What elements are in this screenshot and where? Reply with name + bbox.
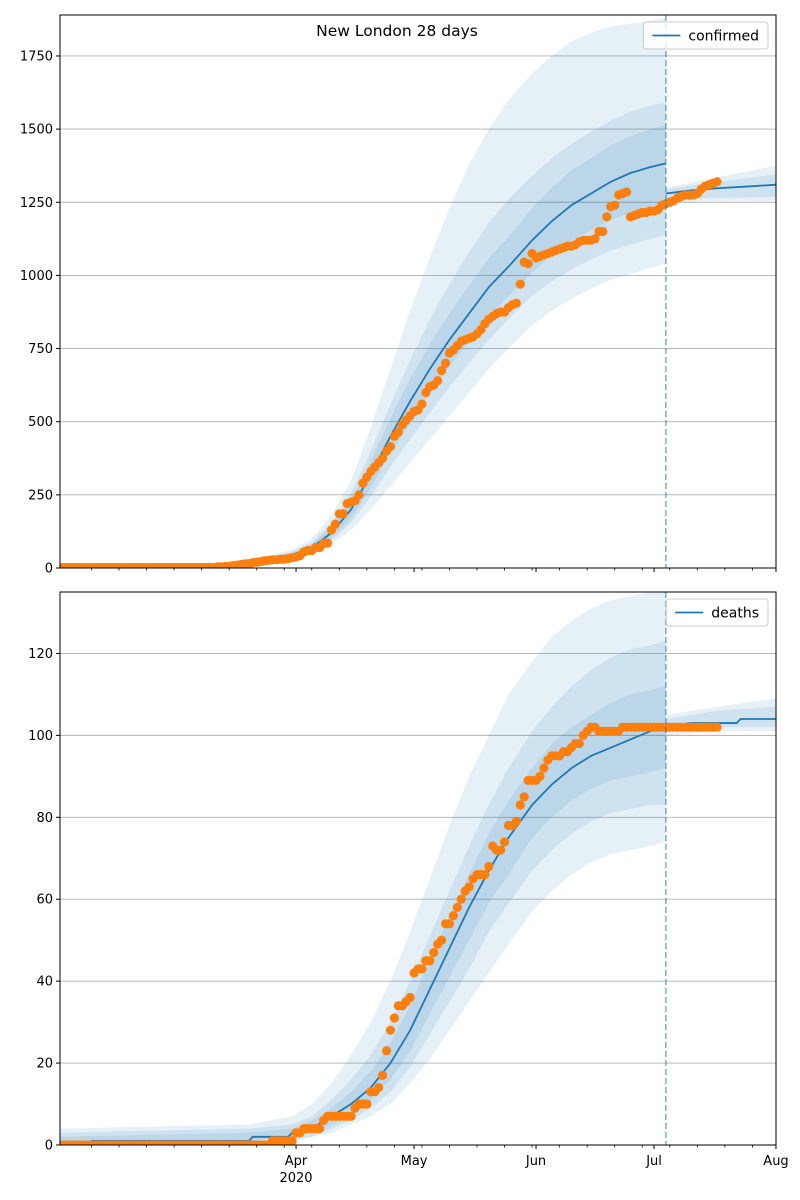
observed-point: [519, 792, 529, 802]
y-tick-label: 1750: [20, 49, 53, 64]
fit-uncertainty-band: [60, 102, 666, 568]
observed-point: [444, 919, 455, 929]
observed-point: [437, 935, 447, 945]
observed-point: [330, 519, 340, 529]
y-tick-label: 20: [36, 1057, 53, 1072]
legend-box: [642, 21, 769, 50]
y-tick-label: 100: [28, 729, 53, 744]
observed-point: [346, 1111, 356, 1121]
y-tick-label: 1250: [20, 196, 53, 211]
model-forecast-line: [665, 183, 776, 195]
observed-point: [610, 200, 620, 210]
x-tick-label: May: [401, 1154, 428, 1169]
observed-point: [437, 365, 447, 376]
observed-point: [539, 763, 549, 773]
model-fit-line: [60, 726, 667, 1145]
observed-point: [362, 1099, 372, 1109]
y-tick-label: 0: [45, 1139, 53, 1154]
fit-uncertainty-band: [60, 592, 666, 1145]
fit-uncertainty-band: [60, 686, 666, 1145]
observed-point: [511, 298, 521, 308]
y-tick-label: 1000: [20, 269, 53, 284]
observed-point: [535, 771, 545, 781]
observed-point: [417, 399, 427, 409]
observed-point: [338, 509, 348, 519]
observed-point: [417, 964, 427, 974]
deaths-panel: 0 20 40 60 80 100 120 Apr 2020 May Jun Jul Aug deaths: [28, 591, 789, 1186]
observed-point: [381, 1046, 392, 1056]
observed-point: [385, 1025, 396, 1035]
observed-point: [377, 1070, 388, 1080]
legend-label: confirmed: [688, 29, 759, 45]
observed-point: [287, 1136, 297, 1145]
confirmed-panel: 0 250 500 750 1000 1250 1500 1750 confirmed: [20, 14, 777, 577]
observed-point: [515, 800, 525, 810]
observed-point: [429, 947, 439, 958]
y-tick-label: 0: [45, 562, 53, 577]
y-tick-label: 500: [28, 415, 53, 430]
observed-point: [452, 902, 462, 913]
observed-point: [574, 738, 584, 749]
observed-point: [322, 538, 333, 548]
y-tick-label: 1500: [20, 123, 53, 138]
observed-point: [712, 177, 722, 187]
axes-frame: [59, 14, 777, 569]
figure-title: New London 28 days: [316, 22, 478, 40]
x-tick-year-label: 2020: [279, 1171, 312, 1186]
observed-point: [456, 894, 466, 904]
observed-point: [602, 212, 612, 222]
y-tick-label: 40: [36, 975, 53, 990]
axes-frame: [59, 591, 777, 1146]
fit-uncertainty-band: [60, 124, 666, 568]
observed-point: [511, 816, 521, 826]
observed-point: [354, 490, 364, 500]
observed-point: [464, 882, 474, 892]
x-tick-label: Apr: [285, 1154, 308, 1169]
observed-point: [385, 441, 396, 452]
observed-point: [496, 845, 506, 855]
observed-point: [480, 870, 490, 880]
observed-point: [712, 722, 722, 732]
observed-point: [598, 226, 608, 237]
observed-point: [515, 279, 525, 289]
observed-point: [315, 1124, 325, 1134]
observed-point: [433, 376, 443, 386]
y-tick-label: 80: [36, 811, 53, 826]
y-tick-label: 60: [36, 893, 53, 908]
legend-label: deaths: [711, 606, 759, 622]
observed-point: [590, 234, 600, 244]
observed-point: [405, 992, 415, 1003]
observed-point: [374, 1083, 384, 1093]
fit-uncertainty-band: [60, 17, 666, 568]
y-tick-label: 750: [28, 342, 53, 357]
legend-box: [665, 598, 769, 627]
x-tick-label: Jun: [525, 1154, 546, 1169]
x-tick-label: Aug: [763, 1154, 788, 1169]
observed-point: [621, 187, 632, 197]
y-tick-label: 250: [28, 488, 53, 503]
observed-point: [393, 427, 403, 437]
observed-point: [499, 837, 510, 847]
fit-uncertainty-band: [60, 641, 666, 1145]
plot-area: [60, 592, 776, 1145]
observed-point: [484, 861, 494, 872]
observed-point: [389, 1013, 399, 1023]
observed-point: [377, 453, 388, 463]
observed-point: [425, 956, 435, 966]
observed-point: [448, 911, 459, 921]
y-tick-label: 120: [28, 647, 53, 662]
observed-point: [523, 259, 533, 269]
observed-point: [440, 358, 451, 368]
x-tick-label: Jul: [645, 1154, 662, 1169]
plot-area: [60, 17, 776, 568]
